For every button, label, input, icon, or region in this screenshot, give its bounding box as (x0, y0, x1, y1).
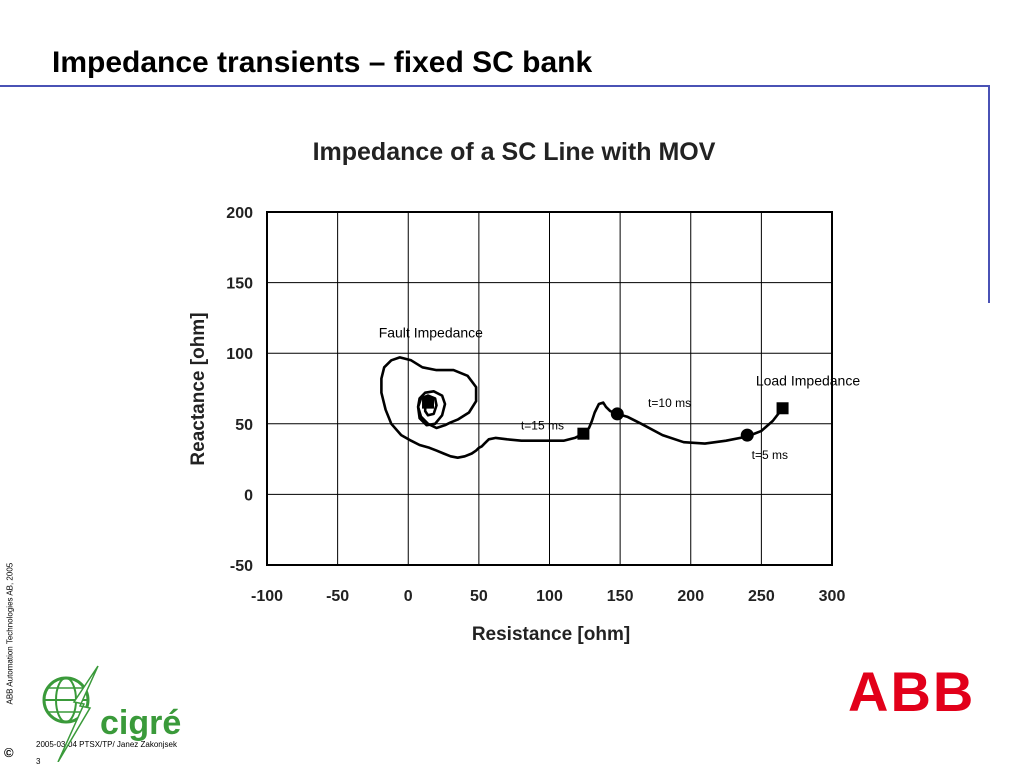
square-marker (577, 427, 590, 440)
cigre-logo-text: cigré (100, 704, 181, 742)
copyright-symbol: © (4, 745, 14, 760)
trajectory-markers (422, 396, 789, 442)
x-tick-label: 100 (536, 588, 563, 605)
y-tick-label: 0 (244, 487, 253, 504)
chart-annotation: Load Impedance (756, 373, 861, 389)
x-tick-label: 0 (404, 588, 413, 605)
y-tick-label: 50 (235, 417, 253, 434)
chart-annotation: t=15 ms (521, 418, 564, 432)
vertical-credit: ABB Automation Technologies AB, 2005 (5, 562, 15, 705)
x-tick-label: -100 (251, 588, 283, 605)
x-tick-label: 50 (470, 588, 488, 605)
chart-title: Impedance of a SC Line with MOV (313, 138, 716, 166)
x-tick-label: 300 (819, 588, 846, 605)
footer-text: 2005-03-04 PTSX/TP/ Janez Zakonjsek (36, 740, 177, 749)
x-axis-ticks: -100 -50 0 50 100 150 200 250 300 (251, 588, 845, 605)
y-tick-label: -50 (230, 558, 253, 575)
circle-marker (610, 407, 624, 421)
x-axis-label: Resistance [ohm] (472, 624, 630, 645)
y-tick-label: 150 (226, 276, 253, 293)
plot-frame (266, 211, 833, 566)
chart-annotation: t=10 ms (648, 396, 691, 410)
x-tick-label: -50 (326, 588, 349, 605)
page-number: 3 (36, 757, 41, 766)
chart-annotation: Fault Impedance (379, 325, 483, 341)
circle-marker (740, 428, 754, 442)
side-divider (988, 85, 990, 303)
slide-title: Impedance transients – fixed SC bank (52, 46, 593, 79)
square-marker (776, 402, 789, 415)
y-tick-label: 100 (226, 346, 253, 363)
title-divider (0, 85, 990, 87)
y-tick-label: 200 (226, 205, 253, 222)
chart-grid (266, 211, 833, 566)
square-marker (422, 396, 435, 409)
abb-logo: ABB (848, 660, 976, 723)
chart-annotation: t=5 ms (752, 448, 788, 462)
y-axis-ticks: 200 150 100 50 0 -50 (226, 205, 253, 575)
x-tick-label: 150 (607, 588, 634, 605)
y-axis-label: Reactance [ohm] (188, 312, 209, 465)
impedance-trajectory-line (380, 356, 784, 459)
cigre-logo: cigré (42, 665, 181, 762)
chart-annotations: Fault Impedance Load Impedance t=10 ms t=15… (379, 325, 861, 462)
lightning-bolt-icon (57, 665, 99, 762)
x-tick-label: 200 (677, 588, 704, 605)
x-tick-label: 250 (748, 588, 775, 605)
